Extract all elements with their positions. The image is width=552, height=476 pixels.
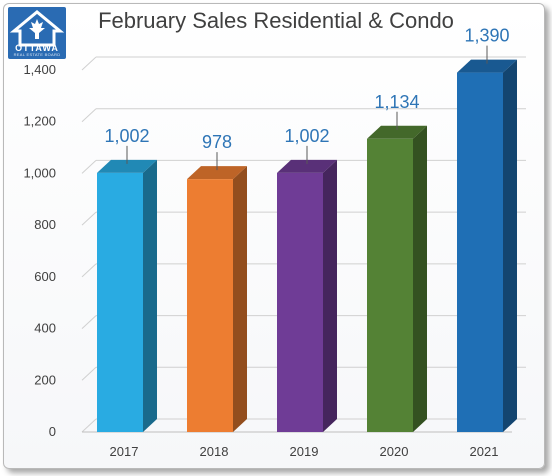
gridline-depth: [81, 418, 97, 433]
gridline-depth: [81, 315, 97, 329]
logo-wordmark: OTTAWA: [15, 43, 59, 53]
bar-2017: [97, 159, 157, 432]
data-label: 978: [202, 132, 232, 152]
bar-front: [187, 179, 233, 432]
bar-2020: [367, 125, 427, 432]
bar-front: [457, 72, 503, 432]
chart-title: February Sales Residential & Condo: [98, 8, 454, 33]
bar-top: [367, 125, 427, 139]
bar-front: [367, 138, 413, 432]
bar-2021: [457, 59, 517, 432]
logo-subtitle: REAL ESTATE BOARD: [13, 52, 61, 57]
ottawa-real-estate-board-logo: OTTAWA REAL ESTATE BOARD: [8, 7, 66, 59]
y-tick-label: 1,000: [23, 165, 56, 180]
y-tick-label: 200: [34, 372, 56, 387]
data-label: 1,002: [284, 126, 329, 146]
bar-top: [277, 159, 337, 173]
bar-top: [187, 166, 247, 180]
bar-2018: [187, 166, 247, 433]
bars: [97, 59, 517, 433]
y-tick-label: 600: [34, 269, 56, 284]
y-axis-ticks: 0 200 400 600 800 1,000 1,200 1,400: [23, 62, 56, 439]
gridline-depth: [81, 366, 97, 381]
bar-side: [143, 159, 157, 432]
bar-side: [323, 159, 337, 432]
bar-2019: [277, 159, 337, 432]
bar-top: [97, 159, 157, 173]
gridline-depth: [81, 108, 97, 123]
data-label: 1,390: [464, 26, 509, 46]
house-maple-leaf-icon: [9, 10, 65, 47]
x-tick-label: 2021: [470, 444, 499, 459]
x-axis-ticks: 2017 2018 2019 2020 2021: [110, 444, 499, 459]
bar-side: [233, 166, 247, 433]
gridline-depth: [81, 56, 97, 71]
bar-side: [413, 125, 427, 432]
data-label: 1,134: [374, 92, 419, 112]
x-tick-label: 2018: [200, 444, 229, 459]
data-labels: 1,002 978 1,002 1,134 1,390: [104, 26, 510, 171]
gridline-depth: [81, 211, 97, 226]
x-tick-label: 2017: [110, 444, 139, 459]
bar-side: [503, 59, 517, 432]
y-tick-label: 1,200: [23, 114, 56, 129]
chart-frame: [3, 3, 545, 469]
y-tick-label: 400: [34, 321, 56, 336]
y-tick-label: 1,400: [23, 62, 56, 77]
bar-front: [277, 172, 323, 432]
bar-top: [457, 59, 517, 73]
gridline-depth: [81, 160, 97, 174]
x-tick-label: 2019: [290, 444, 319, 459]
data-label: 1,002: [104, 126, 149, 146]
y-tick-label: 0: [49, 424, 56, 439]
gridline-depth: [81, 263, 97, 278]
x-tick-label: 2020: [380, 444, 409, 459]
bar-front: [97, 172, 143, 432]
y-tick-label: 800: [34, 217, 56, 232]
